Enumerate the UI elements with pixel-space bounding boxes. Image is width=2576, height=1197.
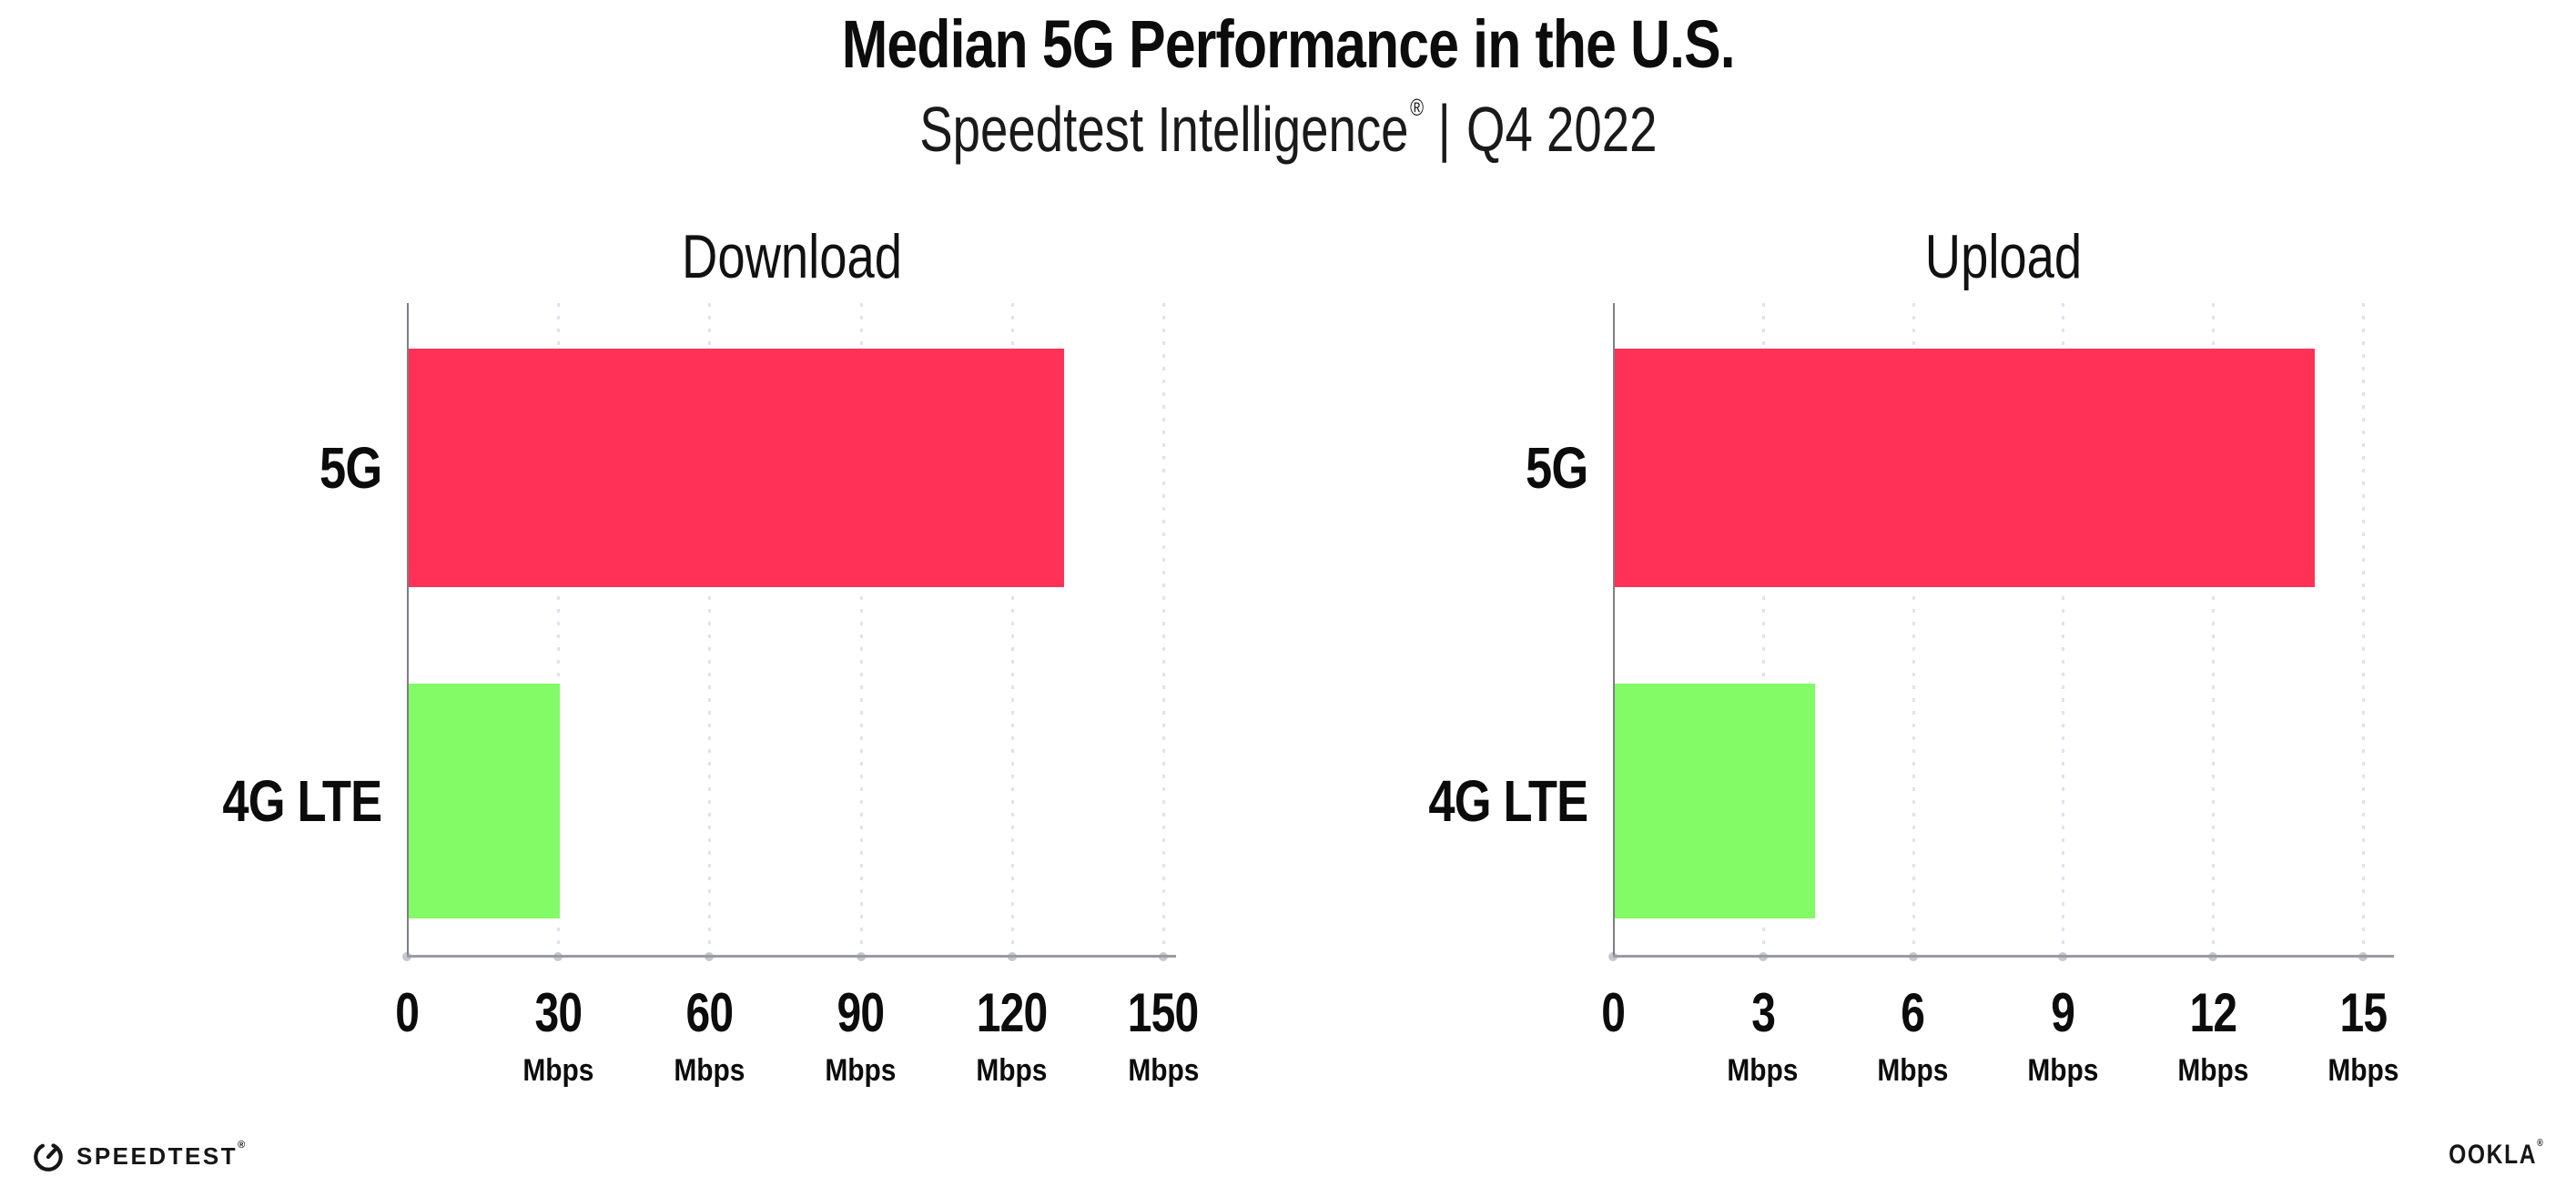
subtitle-inner: Speedtest Intelligence® | Q4 2022: [918, 91, 1658, 166]
ookla-registered-mark: ®: [2536, 1138, 2544, 1149]
x-tick-label-9: 9 Mbps: [2027, 982, 2099, 1088]
bar-4g-lte-upload: [1615, 684, 1815, 918]
chart-title-upload: Upload: [1924, 222, 2083, 291]
x-tick-label-120: 120 Mbps: [976, 982, 1049, 1088]
x-tick-label-0: 0: [395, 982, 420, 1043]
x-axis: [1613, 955, 2394, 958]
x-tick-label-6: 6 Mbps: [1877, 982, 1949, 1088]
chart-title-download: Download: [681, 222, 902, 291]
x-tick-label-90: 90 Mbps: [825, 982, 897, 1088]
category-label-4g-lte: 4G LTE: [222, 768, 382, 834]
gridline-9: [2062, 303, 2065, 958]
ookla-logo: OOKLA®: [2428, 1138, 2544, 1171]
x-tick-label-15: 15 Mbps: [2327, 982, 2399, 1088]
page-title: Median 5G Performance in the U.S.: [0, 9, 2576, 80]
category-label-5g: 5G: [1525, 435, 1588, 501]
gridline-30: [557, 303, 561, 958]
registered-trademark-mark: ®: [1409, 94, 1424, 122]
plot-area-upload: [1608, 303, 2394, 961]
gridline-15: [2362, 303, 2365, 958]
y-axis: [1613, 303, 1615, 958]
subtitle-period: Q4 2022: [1465, 93, 1658, 165]
x-tick-label-60: 60 Mbps: [674, 982, 745, 1088]
category-label-5g: 5G: [319, 435, 382, 501]
speedtest-registered-mark: ®: [238, 1139, 248, 1151]
gridline-60: [708, 303, 712, 958]
page-subtitle: Speedtest Intelligence® | Q4 2022: [0, 91, 2576, 166]
speedtest-logo: SPEEDTEST®: [31, 1136, 248, 1176]
page-title-text: Median 5G Performance in the U.S.: [841, 6, 1735, 82]
bar-5g-download: [409, 349, 1065, 587]
speedometer-gauge-icon: [34, 1142, 63, 1172]
x-tick-label-30: 30 Mbps: [522, 982, 594, 1088]
speedtest-wordmark: SPEEDTEST®: [76, 1139, 248, 1170]
gridline-3: [1761, 303, 1765, 958]
subtitle-divider: |: [1437, 91, 1451, 163]
gridline-6: [1912, 303, 1915, 958]
bar-5g-upload: [1615, 349, 2316, 587]
ookla-wordmark: OOKLA®: [2448, 1138, 2544, 1170]
bar-4g-lte-download: [409, 684, 561, 918]
y-axis: [407, 303, 409, 958]
gauge-needle: [46, 1147, 58, 1160]
gridline-150: [1162, 303, 1165, 958]
plot-area-download: [402, 303, 1176, 961]
gridline-90: [859, 303, 863, 958]
x-tick-label-150: 150 Mbps: [1127, 982, 1200, 1088]
category-label-4g-lte: 4G LTE: [1428, 768, 1588, 834]
x-tick-label-3: 3 Mbps: [1727, 982, 1799, 1088]
gridline-12: [2212, 303, 2216, 958]
gridline-120: [1010, 303, 1014, 958]
x-tick-label-12: 12 Mbps: [2177, 982, 2249, 1088]
chart-header: Median 5G Performance in the U.S. Speedt…: [0, 0, 2576, 166]
x-tick-label-0: 0: [1601, 982, 1626, 1043]
x-axis: [407, 955, 1176, 958]
subtitle-brand: Speedtest Intelligence: [918, 93, 1409, 165]
